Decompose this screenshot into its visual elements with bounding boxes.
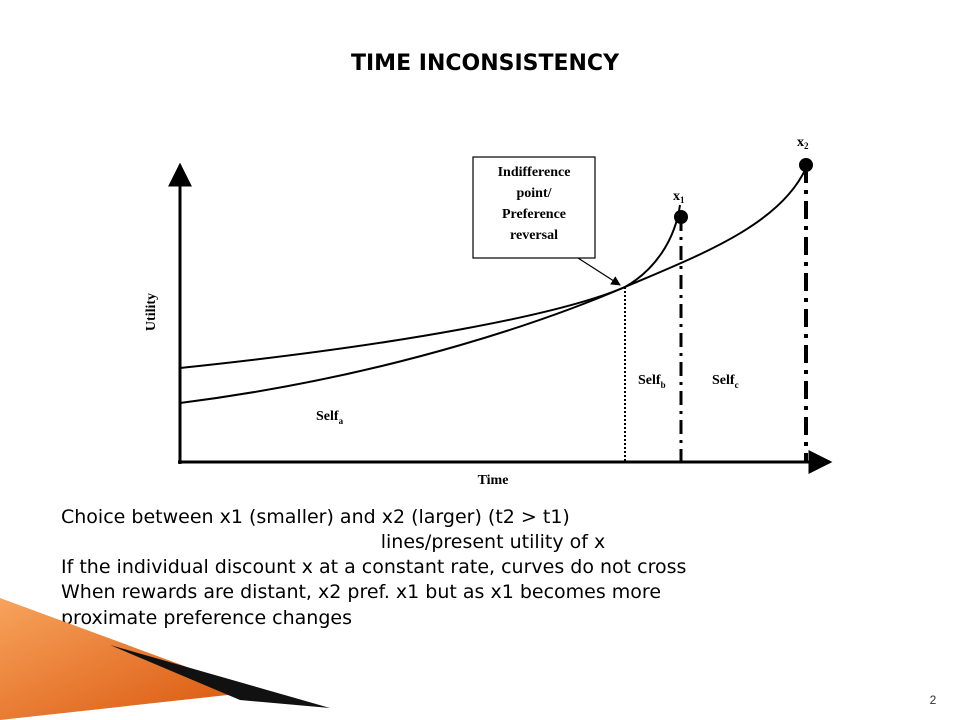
axes (168, 162, 833, 474)
y-axis-label: Utility (144, 293, 159, 331)
label-sub: a (339, 416, 344, 426)
x-axis-label: Time (478, 473, 509, 488)
body-line: If the individual discount x at a consta… (61, 556, 686, 578)
decoration-orange (0, 598, 255, 720)
label-text: x (673, 189, 680, 204)
label-sub: c (735, 380, 739, 390)
body-line: Choice between x1 (smaller) and x2 (larg… (61, 506, 570, 528)
title: TIME INCONSISTENCY (351, 51, 620, 76)
label-x1: x1 (673, 189, 685, 205)
dot-x1 (674, 210, 688, 224)
annotation-arrow (577, 257, 621, 286)
box-line: Preference (502, 207, 566, 222)
label-sub: b (661, 380, 666, 390)
dot-x2 (799, 158, 813, 172)
body-line: When rewards are distant, x2 pref. x1 bu… (61, 581, 661, 603)
decoration-dark (110, 645, 330, 708)
box-line: Indifference (498, 165, 571, 180)
label-text: Self (712, 373, 735, 388)
label-text: Self (638, 373, 661, 388)
label-sub: 2 (804, 141, 809, 151)
label-sub: 1 (680, 195, 685, 205)
label-text: Self (316, 409, 339, 424)
body-line: proximate preference changes (61, 607, 352, 629)
label-x2: x2 (797, 135, 809, 151)
label-self-b: Selfb (638, 373, 666, 390)
label-text: x (797, 135, 804, 150)
box-line: point/ (516, 186, 552, 201)
annotation-box (472, 156, 596, 259)
label-self-a: Selfa (316, 409, 344, 426)
curve-x2 (179, 167, 807, 404)
label-self-c: Selfc (712, 373, 739, 390)
box-line: reversal (510, 228, 558, 243)
body-line: lines/present utility of x (381, 531, 606, 553)
curve-x1 (179, 204, 681, 369)
page-number: 2 (930, 693, 937, 707)
